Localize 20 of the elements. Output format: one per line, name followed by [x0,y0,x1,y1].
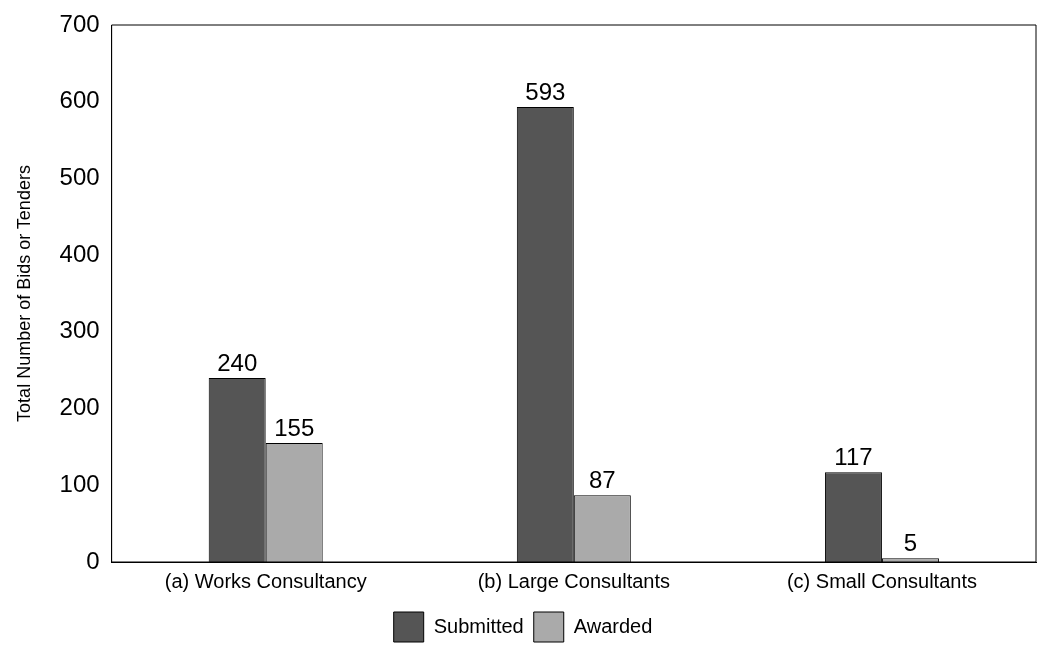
y-tick-label: 300 [59,316,100,344]
y-tick-label: 200 [59,393,100,421]
x-tick-label: (a) Works Consultancy [164,569,367,592]
data-label: 5 [903,528,918,556]
y-tick-label: 400 [59,239,100,267]
y-tick-label: 600 [59,86,100,114]
legend-label: Submitted [433,614,524,637]
y-axis-title: Total Number of Bids or Tenders [13,165,34,422]
y-tick-label: 100 [59,469,100,497]
data-label: 87 [588,465,616,493]
data-label: 593 [525,77,566,105]
x-tick-label: (c) Small Consultants [786,569,977,592]
data-label: 117 [834,442,873,470]
data-label: 155 [274,413,315,441]
y-tick-label: 0 [86,546,100,574]
x-tick-label: (b) Large Consultants [477,569,670,592]
y-tick-label: 500 [59,163,100,191]
y-tick-label: 700 [59,9,100,37]
data-label: 240 [217,348,258,376]
legend-label: Awarded [573,614,653,637]
